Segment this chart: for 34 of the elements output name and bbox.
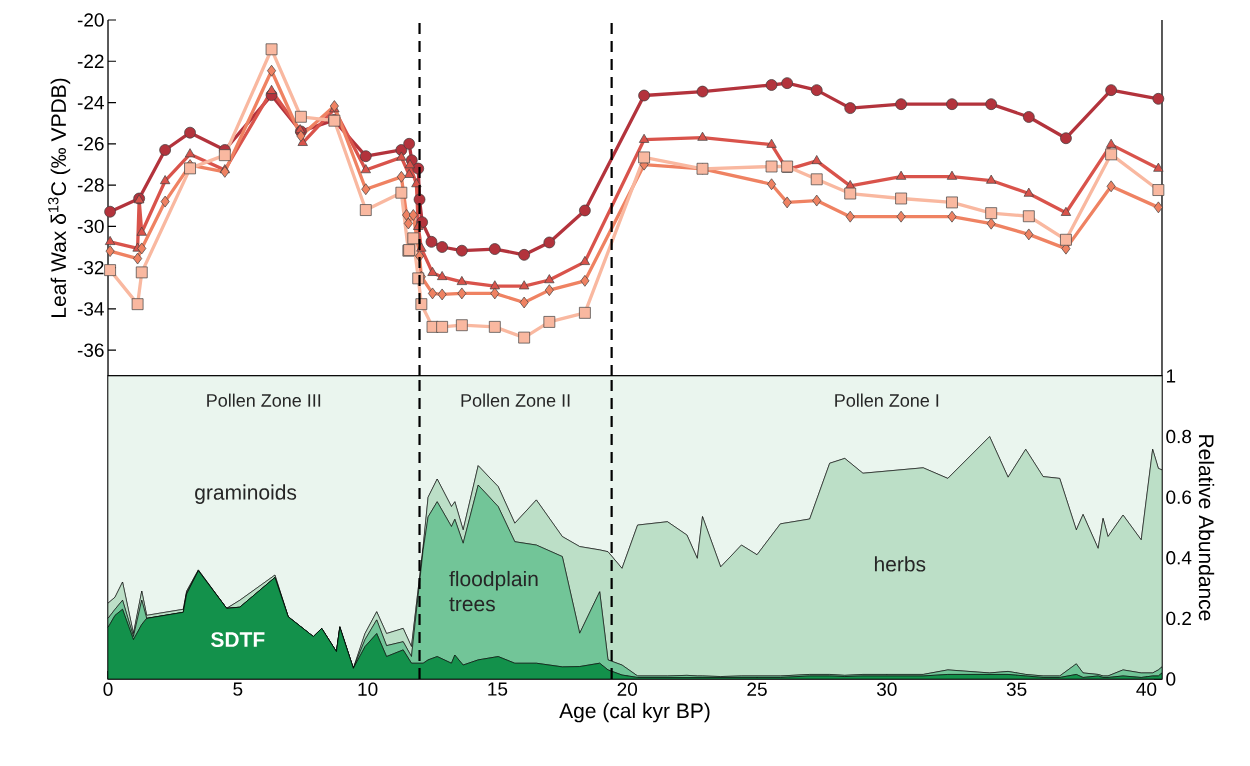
series-label: herbs — [874, 556, 926, 572]
x-tick-label: 40 — [1136, 682, 1157, 696]
x-tick-label: 20 — [617, 682, 638, 696]
y-tick-label: -26 — [77, 137, 104, 151]
y-tick-label: -28 — [77, 178, 104, 192]
y-tick-label: 1 — [1166, 369, 1176, 383]
x-tick-label: 35 — [1006, 682, 1027, 696]
series-label: graminoids — [195, 484, 297, 504]
annotation: Pollen Zone II — [461, 393, 570, 407]
y-tick-label: -30 — [77, 219, 104, 234]
y-tick-label: 0.4 — [1166, 551, 1192, 565]
x-tick-label: 10 — [358, 682, 378, 696]
x-tick-label: 5 — [233, 682, 243, 696]
y-tick-label: 0 — [1166, 672, 1176, 686]
y-tick-label: -34 — [77, 302, 104, 316]
y-tick-label: -22 — [77, 54, 104, 68]
x-axis-title: Age (cal kyr BP) — [559, 702, 710, 723]
series-label: SDTF — [211, 632, 265, 648]
x-tick-label: 15 — [488, 682, 508, 696]
x-tick-label: 30 — [876, 682, 897, 696]
annotation: Pollen Zone III — [207, 393, 321, 407]
annotation: Pollen Zone I — [835, 393, 939, 407]
y-axis-title: Leaf Wax δ$^{13}$C (‰ VPDB) — [48, 78, 71, 317]
y-tick-label: -36 — [77, 343, 104, 357]
y-tick-label: 0.8 — [1166, 429, 1192, 444]
y-tick-label: -24 — [77, 95, 104, 110]
y-tick-label: -20 — [77, 13, 104, 27]
x-tick-label: 25 — [747, 682, 767, 696]
series-label: floodplain trees — [449, 570, 538, 612]
y-tick-label: 0.6 — [1166, 490, 1192, 504]
y-tick-label: 0.2 — [1166, 611, 1191, 626]
x-tick-label: 0 — [103, 682, 113, 696]
y-tick-label: -32 — [77, 260, 104, 275]
y-axis-title: Relative Abundance — [1198, 435, 1215, 621]
